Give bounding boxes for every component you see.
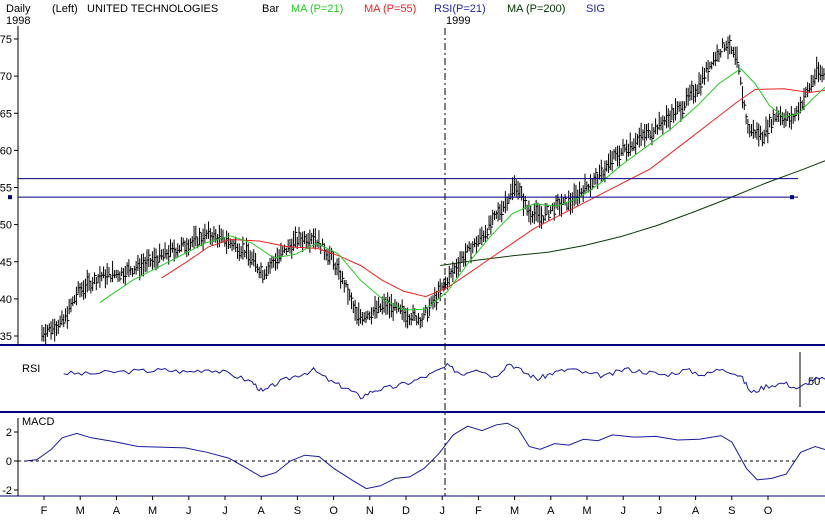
- price-y-tick-label: 50: [0, 220, 12, 232]
- legend-ma21: MA (P=21): [291, 3, 343, 15]
- rsi-line: [63, 362, 825, 400]
- x-tick-label: M: [582, 505, 591, 517]
- rsi-title: RSI: [22, 363, 40, 375]
- period-label: Daily: [6, 3, 31, 15]
- x-tick-label: A: [547, 505, 555, 517]
- x-tick-label: A: [113, 505, 121, 517]
- x-tick-label: S: [728, 505, 735, 517]
- x-tick-label: D: [402, 505, 410, 517]
- chart-kind-label: Bar: [262, 3, 279, 15]
- year-label-mid: 1999: [446, 15, 470, 27]
- x-tick-label: F: [475, 505, 482, 517]
- reference-marker-left: [8, 195, 12, 200]
- x-tick-label: S: [294, 505, 301, 517]
- reference-marker-right: [790, 195, 794, 200]
- price-y-tick-label: 65: [0, 108, 12, 120]
- x-tick-label: M: [76, 505, 85, 517]
- price-y-tick-label: 70: [0, 71, 12, 83]
- ma55-line: [161, 88, 825, 298]
- macd-title: MACD: [22, 416, 54, 428]
- legend-ma55: MA (P=55): [364, 3, 416, 15]
- x-tick-label: N: [366, 505, 374, 517]
- price-y-tick-label: 75: [0, 34, 12, 46]
- price-bars: [41, 34, 825, 346]
- x-tick-label: M: [510, 505, 519, 517]
- x-tick-label: J: [186, 505, 192, 517]
- x-tick-label: A: [692, 505, 700, 517]
- x-tick-label: J: [222, 505, 228, 517]
- price-y-tick-label: 60: [0, 145, 12, 157]
- x-tick-label: J: [439, 505, 445, 517]
- x-tick-label: M: [148, 505, 157, 517]
- ma21-line: [99, 68, 825, 311]
- price-y-tick-label: 55: [0, 183, 12, 195]
- macd-y-tick-label: 2: [6, 427, 12, 439]
- price-y-tick-label: 35: [0, 331, 12, 343]
- x-tick-label: F: [41, 505, 48, 517]
- x-tick-label: J: [657, 505, 663, 517]
- legend-sig: SIG: [586, 3, 605, 15]
- price-y-tick-label: 40: [0, 294, 12, 306]
- macd-y-tick-label: -2: [2, 485, 12, 497]
- x-tick-label: O: [329, 505, 338, 517]
- symbol-title: UNITED TECHNOLOGIES: [87, 3, 218, 15]
- x-tick-label: J: [620, 505, 626, 517]
- panel-frames: [0, 26, 825, 497]
- legend-ma200: MA (P=200): [507, 3, 565, 15]
- ma200-line: [440, 160, 825, 266]
- x-tick-label: A: [258, 505, 266, 517]
- macd-y-tick-label: 0: [6, 456, 12, 468]
- price-y-ticks: 35 40 45 50 55 60 65 70 75: [0, 34, 18, 343]
- x-tick-label: O: [764, 505, 773, 517]
- rsi-50-label: 50: [808, 376, 820, 388]
- macd-y-ticks: 2 0 -2: [2, 427, 18, 497]
- legend-rsi: RSI(P=21): [434, 3, 486, 15]
- price-y-tick-label: 45: [0, 257, 12, 269]
- horizontal-reference-lines: [8, 178, 798, 200]
- year-label-left: 1998: [6, 15, 30, 27]
- scale-label: (Left): [52, 3, 78, 15]
- macd-line: [25, 422, 825, 490]
